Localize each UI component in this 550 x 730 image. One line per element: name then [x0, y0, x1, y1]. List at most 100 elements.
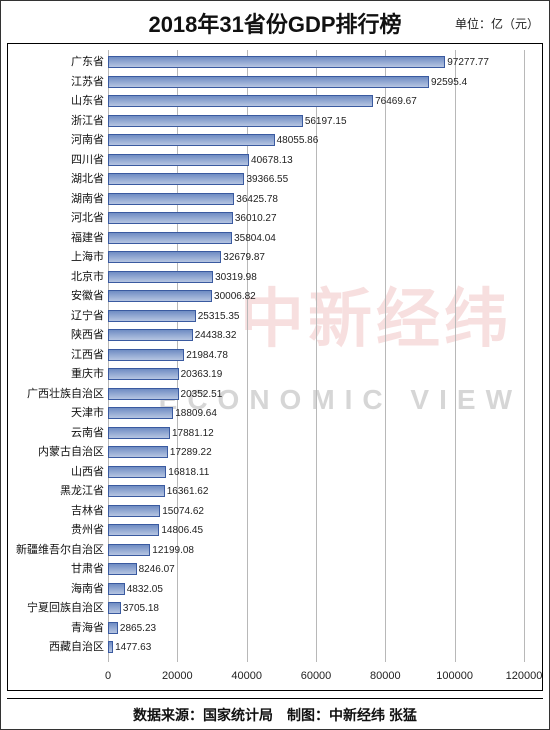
bar-value-label: 4832.05	[124, 584, 163, 596]
bar-value-label: 18809.64	[172, 408, 217, 420]
bar-value-label: 76469.67	[372, 96, 417, 108]
x-axis-tick: 120000	[506, 670, 543, 682]
bar-row: 上海市32679.87	[108, 249, 524, 265]
bar-category-label: 河南省	[71, 132, 108, 148]
bar-category-label: 安徽省	[71, 288, 108, 304]
bar-row: 辽宁省25315.35	[108, 308, 524, 324]
bar-value-label: 56197.15	[302, 116, 347, 128]
bar: 2865.23	[108, 622, 118, 634]
bar-row: 贵州省14806.45	[108, 522, 524, 538]
bar: 17289.22	[108, 446, 168, 458]
bar-value-label: 35804.04	[231, 233, 276, 245]
bar-value-label: 3705.18	[120, 603, 159, 615]
bar-row: 天津市18809.64	[108, 405, 524, 421]
bar: 32679.87	[108, 251, 221, 263]
bar-value-label: 97277.77	[444, 57, 489, 69]
bar-value-label: 1477.63	[112, 642, 151, 654]
bar-row: 河北省36010.27	[108, 210, 524, 226]
bar-value-label: 30006.82	[211, 291, 256, 303]
chart-plot-area: 中新经纬 ECONOMIC VIEW 020000400006000080000…	[7, 43, 543, 691]
bar-category-label: 宁夏回族自治区	[27, 600, 108, 616]
bar-category-label: 吉林省	[71, 503, 108, 519]
x-axis-tick: 80000	[370, 670, 401, 682]
bar-category-label: 四川省	[71, 152, 108, 168]
bar-row: 湖北省39366.55	[108, 171, 524, 187]
bar-category-label: 广东省	[71, 54, 108, 70]
bar: 21984.78	[108, 349, 184, 361]
bar: 97277.77	[108, 56, 445, 68]
bar-category-label: 山东省	[71, 93, 108, 109]
bar-row: 福建省35804.04	[108, 230, 524, 246]
chart-frame: 2018年31省份GDP排行榜 单位：亿（元） 中新经纬 ECONOMIC VI…	[0, 0, 550, 730]
bar-row: 西藏自治区1477.63	[108, 639, 524, 655]
chart-title: 2018年31省份GDP排行榜	[148, 7, 401, 39]
bar: 20352.51	[108, 388, 179, 400]
bar-row: 宁夏回族自治区3705.18	[108, 600, 524, 616]
bar: 24438.32	[108, 329, 193, 341]
bar-category-label: 江苏省	[71, 74, 108, 90]
bar-value-label: 2865.23	[117, 623, 156, 635]
bar: 35804.04	[108, 232, 232, 244]
bar-category-label: 湖北省	[71, 171, 108, 187]
bar-value-label: 16818.11	[165, 467, 209, 479]
bar-category-label: 西藏自治区	[49, 639, 108, 655]
bar: 30006.82	[108, 290, 212, 302]
bar-row: 吉林省15074.62	[108, 503, 524, 519]
bar: 15074.62	[108, 505, 160, 517]
bar-category-label: 天津市	[71, 405, 108, 421]
bar: 36010.27	[108, 212, 233, 224]
bar-row: 黑龙江省16361.62	[108, 483, 524, 499]
bar-value-label: 8246.07	[136, 564, 175, 576]
bar: 76469.67	[108, 95, 373, 107]
bar-category-label: 海南省	[71, 581, 108, 597]
bar-row: 山西省16818.11	[108, 464, 524, 480]
bar-category-label: 贵州省	[71, 522, 108, 538]
bar-category-label: 河北省	[71, 210, 108, 226]
bar-row: 重庆市20363.19	[108, 366, 524, 382]
bar: 92595.4	[108, 76, 429, 88]
bar-row: 青海省2865.23	[108, 620, 524, 636]
bar-row: 江苏省92595.4	[108, 74, 524, 90]
bar: 4832.05	[108, 583, 125, 595]
x-axis-tick: 20000	[162, 670, 193, 682]
bar: 48055.86	[108, 134, 275, 146]
bar-category-label: 上海市	[71, 249, 108, 265]
x-axis-tick: 60000	[301, 670, 332, 682]
bar: 25315.35	[108, 310, 196, 322]
bar-row: 甘肃省8246.07	[108, 561, 524, 577]
grid-line	[524, 50, 525, 662]
bar: 3705.18	[108, 602, 121, 614]
bar: 1477.63	[108, 641, 113, 653]
bar-value-label: 20352.51	[178, 389, 223, 401]
bar-category-label: 云南省	[71, 425, 108, 441]
bar-value-label: 92595.4	[428, 77, 467, 89]
bar-row: 安徽省30006.82	[108, 288, 524, 304]
bar-value-label: 48055.86	[274, 135, 319, 147]
plot-region: 020000400006000080000100000120000广东省9727…	[108, 50, 524, 662]
bar-category-label: 湖南省	[71, 191, 108, 207]
bar-row: 山东省76469.67	[108, 93, 524, 109]
bar-row: 广东省97277.77	[108, 54, 524, 70]
bar-category-label: 山西省	[71, 464, 108, 480]
chart-unit-label: 单位：亿（元）	[455, 15, 539, 32]
x-axis-tick: 0	[105, 670, 111, 682]
bar-value-label: 30319.98	[212, 272, 257, 284]
bar-category-label: 辽宁省	[71, 308, 108, 324]
bar-value-label: 36010.27	[232, 213, 277, 225]
bar-row: 湖南省36425.78	[108, 191, 524, 207]
x-axis-tick: 100000	[436, 670, 473, 682]
bar-row: 海南省4832.05	[108, 581, 524, 597]
bar-value-label: 14806.45	[158, 525, 203, 537]
bar-value-label: 40678.13	[248, 155, 293, 167]
bar-category-label: 浙江省	[71, 113, 108, 129]
bar-category-label: 陕西省	[71, 327, 108, 343]
chart-header: 2018年31省份GDP排行榜 单位：亿（元）	[1, 1, 549, 41]
bar: 36425.78	[108, 193, 234, 205]
bar: 18809.64	[108, 407, 173, 419]
bar: 12199.08	[108, 544, 150, 556]
bar-value-label: 25315.35	[195, 311, 240, 323]
bar-row: 北京市30319.98	[108, 269, 524, 285]
bar-value-label: 17881.12	[169, 428, 214, 440]
x-axis-tick: 40000	[231, 670, 262, 682]
bar-row: 陕西省24438.32	[108, 327, 524, 343]
